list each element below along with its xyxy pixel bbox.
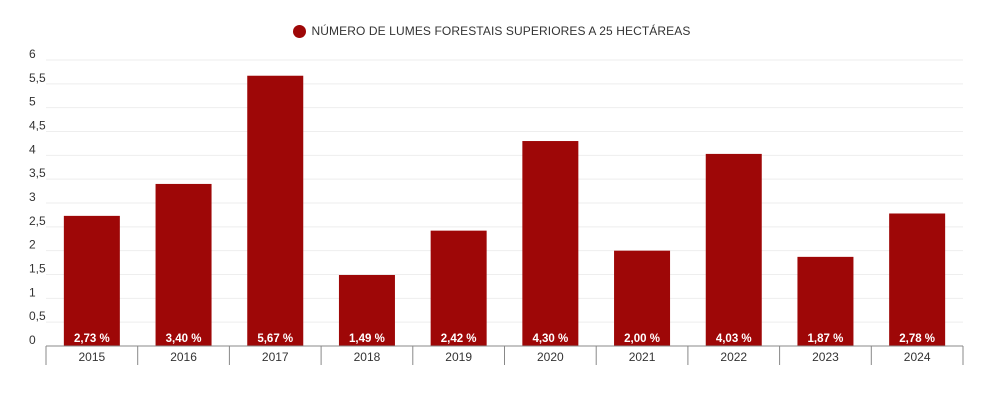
- x-tick-label: 2024: [904, 350, 931, 364]
- data-label: 3,40 %: [166, 333, 202, 345]
- y-tick-label: 4,5: [29, 119, 46, 133]
- data-label: 1,87 %: [808, 333, 844, 345]
- y-tick-label: 4: [29, 142, 36, 156]
- x-tick-label: 2020: [537, 350, 564, 364]
- bar: [247, 75, 304, 346]
- data-label: 4,30 %: [532, 333, 568, 345]
- data-label: 5,67 %: [257, 333, 293, 345]
- data-label: 2,73 %: [74, 333, 110, 345]
- x-tick-label: 2016: [170, 350, 197, 364]
- y-axis-ticks: 0 0,5 1 1,5 2 2,5 3 3,5 4 4,5 5 5,5 6: [29, 47, 46, 347]
- bar: [797, 256, 854, 346]
- bar: [889, 213, 946, 346]
- y-tick-label: 2: [29, 238, 36, 252]
- x-tick-label: 2019: [445, 350, 472, 364]
- y-tick-label: 0,5: [29, 309, 46, 323]
- y-tick-label: 2,5: [29, 214, 46, 228]
- bar: [614, 250, 671, 346]
- x-tick-label: 2018: [354, 350, 381, 364]
- data-label: 2,78 %: [899, 333, 935, 345]
- y-tick-label: 5,5: [29, 71, 46, 85]
- bar: [522, 141, 579, 346]
- data-labels: 2,73 % 3,40 % 5,67 % 1,49 % 2,42 % 4,30 % 2,00…: [74, 333, 935, 345]
- bars: [63, 75, 946, 346]
- legend-label: NÚMERO DE LUMES FORESTAIS SUPERIORES A 2…: [311, 24, 691, 38]
- y-tick-label: 3,5: [29, 166, 46, 180]
- y-tick-label: 1: [29, 285, 36, 299]
- data-label: 1,49 %: [349, 333, 385, 345]
- x-tick-label: 2022: [720, 350, 747, 364]
- y-tick-label: 3: [29, 190, 36, 204]
- y-tick-label: 1,5: [29, 262, 46, 276]
- data-label: 4,03 %: [716, 333, 752, 345]
- chart-legend: NÚMERO DE LUMES FORESTAIS SUPERIORES A 2…: [0, 24, 983, 38]
- x-tick-label: 2015: [78, 350, 105, 364]
- bar: [63, 215, 120, 346]
- data-label: 2,42 %: [441, 333, 477, 345]
- y-tick-label: 0: [29, 333, 36, 347]
- y-tick-label: 6: [29, 47, 36, 61]
- x-axis: 2015 2016 2017 2018 2019 2020 2021 2022 2023 2024: [45, 345, 964, 365]
- bar: [338, 274, 395, 346]
- bar: [155, 183, 212, 346]
- x-tick-label: 2017: [262, 350, 289, 364]
- y-tick-label: 5: [29, 95, 36, 109]
- data-label: 2,00 %: [624, 333, 660, 345]
- x-tick-label: 2023: [812, 350, 839, 364]
- bar: [430, 230, 487, 346]
- bar: [705, 153, 762, 346]
- x-tick-label: 2021: [629, 350, 656, 364]
- legend-swatch: [292, 24, 306, 38]
